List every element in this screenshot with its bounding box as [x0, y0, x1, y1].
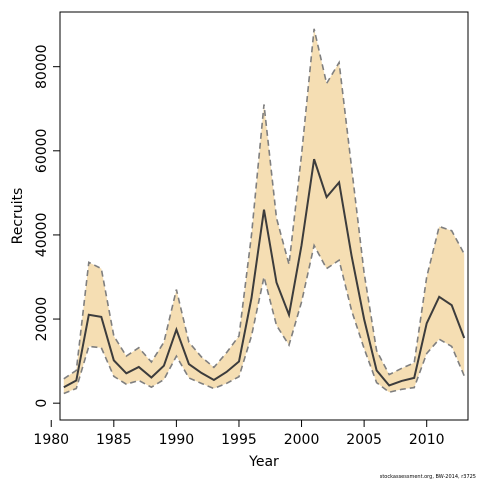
y-tick-label: 20000: [34, 297, 50, 342]
footnote: stockassessment.org, BW-2014, r3725: [380, 474, 476, 480]
x-tick-label: 1980: [33, 432, 69, 448]
x-tick-label: 2000: [284, 432, 320, 448]
estimate-line: [63, 158, 466, 389]
plot-area: [63, 28, 466, 395]
x-tick-label: 2005: [346, 432, 382, 448]
x-axis-title: Year: [248, 454, 279, 470]
x-tick-label: 1985: [96, 432, 132, 448]
x-tick-label: 1990: [159, 432, 195, 448]
y-axis-title: Recruits: [10, 188, 26, 245]
x-tick-label: 1995: [221, 432, 257, 448]
y-tick-label: 80000: [34, 44, 50, 89]
x-axis: 1980 1985 1990 1995 2000 2005 2010: [33, 420, 445, 448]
y-tick-label: 60000: [34, 129, 50, 174]
y-axis: 0 20000 40000 60000 80000: [34, 44, 60, 408]
upper-bound-line: [63, 28, 465, 380]
plot-frame: [59, 11, 469, 421]
x-tick-label: 2010: [409, 432, 445, 448]
y-tick-label: 0: [34, 399, 50, 408]
lower-bound-line: [63, 243, 465, 395]
y-tick-label: 40000: [34, 213, 50, 258]
